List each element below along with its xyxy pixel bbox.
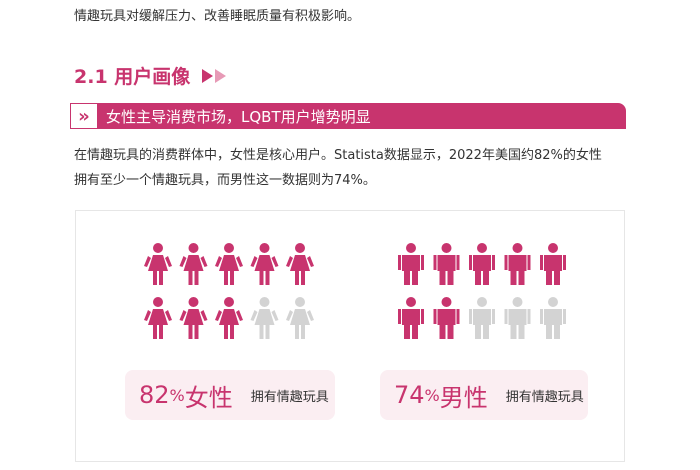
intro: 情趣玩具对缓解压力、改善睡眠质量有积极影响。 <box>74 9 361 24</box>
stat-value: 74 <box>394 381 425 409</box>
section-heading: 2.1 用户画像 <box>74 62 230 89</box>
icon-filled <box>469 243 495 285</box>
banner-icon: » <box>70 103 98 129</box>
icon-filled <box>179 297 208 339</box>
icon-filled <box>540 243 566 285</box>
paragraph-line: 在情趣玩具的消费群体中，女性是核心用户。Statista数据显示，2022年美国… <box>74 148 602 163</box>
arrows <box>202 68 227 83</box>
stat-label-text: 女性 <box>184 383 233 412</box>
banner-text: 女性主导消费市场，LQBT用户增势明显 <box>106 107 371 126</box>
icon-empty <box>469 297 495 339</box>
card <box>75 210 625 462</box>
icon-filled <box>250 243 279 285</box>
icon-filled <box>398 297 424 339</box>
paragraph: 在情趣玩具的消费群体中，女性是核心用户。Statista数据显示，2022年美国… <box>74 143 602 193</box>
icon-filled <box>215 297 243 339</box>
stat-value: 82 <box>139 381 170 409</box>
icon-filled <box>398 243 424 285</box>
stat-label: 74% 男性 拥有情趣玩具 <box>380 370 588 420</box>
section-title: 2.1 用户画像 <box>74 66 191 88</box>
icon-empty <box>250 297 279 339</box>
stat-note: 拥有情趣玩具 <box>250 389 329 405</box>
icon-empty <box>504 297 531 339</box>
icon-filled <box>179 243 208 285</box>
icon-filled <box>433 297 460 339</box>
icon-empty <box>540 297 566 339</box>
banner: » 女性主导消费市场，LQBT用户增势明显 <box>70 103 626 129</box>
icon-empty <box>286 297 314 339</box>
icon-filled <box>215 243 243 285</box>
paragraph-line: 拥有至少一个情趣玩具，而男性这一数据则为74%。 <box>74 173 376 188</box>
icon-filled <box>433 243 460 285</box>
icon-filled <box>144 243 172 285</box>
icon-filled <box>504 243 531 285</box>
stat-label: 82% 女性 拥有情趣玩具 <box>125 370 335 420</box>
stat-unit: % <box>169 385 185 405</box>
icon-filled <box>144 297 172 339</box>
stat-unit: % <box>424 385 440 405</box>
stat-note: 拥有情趣玩具 <box>505 389 584 405</box>
icon-filled <box>286 243 314 285</box>
stat-label-text: 男性 <box>439 383 488 412</box>
